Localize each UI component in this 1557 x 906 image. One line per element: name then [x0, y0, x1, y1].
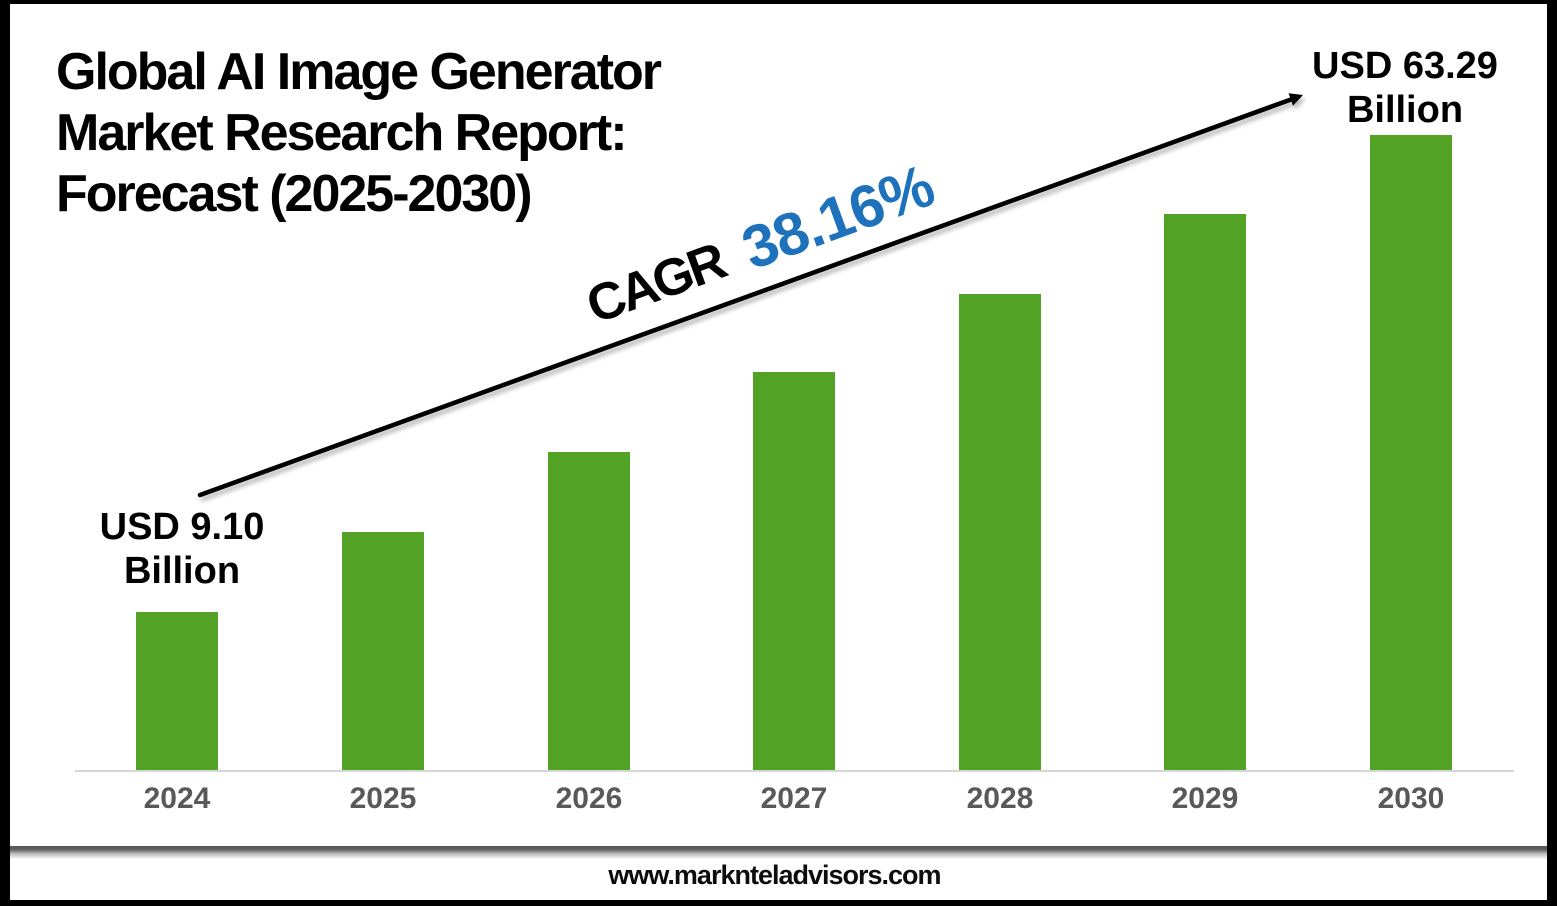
svg-text:CAGR: CAGR [579, 232, 734, 336]
